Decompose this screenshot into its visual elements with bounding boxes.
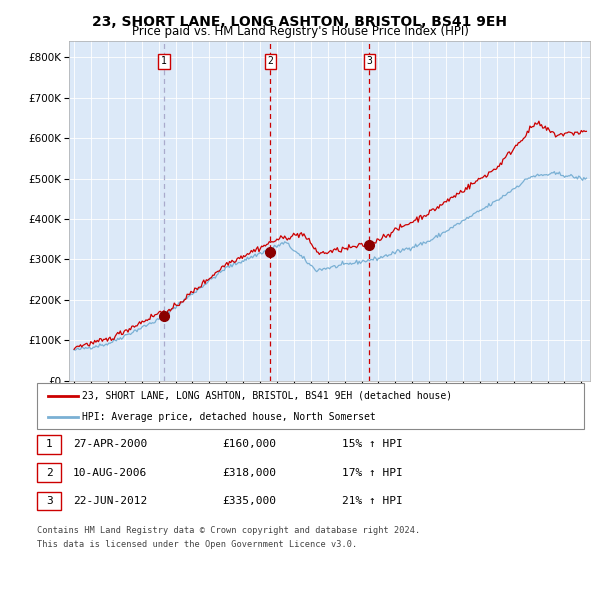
Text: £318,000: £318,000	[222, 468, 276, 478]
Text: HPI: Average price, detached house, North Somerset: HPI: Average price, detached house, Nort…	[82, 412, 376, 422]
Text: 23, SHORT LANE, LONG ASHTON, BRISTOL, BS41 9EH (detached house): 23, SHORT LANE, LONG ASHTON, BRISTOL, BS…	[82, 391, 452, 401]
Text: This data is licensed under the Open Government Licence v3.0.: This data is licensed under the Open Gov…	[37, 540, 358, 549]
Text: 17% ↑ HPI: 17% ↑ HPI	[342, 468, 403, 478]
Text: 2: 2	[268, 57, 274, 67]
Text: 21% ↑ HPI: 21% ↑ HPI	[342, 496, 403, 506]
Text: 10-AUG-2006: 10-AUG-2006	[73, 468, 148, 478]
Text: 22-JUN-2012: 22-JUN-2012	[73, 496, 148, 506]
Text: 23, SHORT LANE, LONG ASHTON, BRISTOL, BS41 9EH: 23, SHORT LANE, LONG ASHTON, BRISTOL, BS…	[92, 15, 508, 29]
Text: 2: 2	[46, 468, 53, 478]
Text: 1: 1	[46, 440, 53, 450]
Text: £160,000: £160,000	[222, 440, 276, 450]
Text: £335,000: £335,000	[222, 496, 276, 506]
Text: 3: 3	[46, 496, 53, 506]
Text: 15% ↑ HPI: 15% ↑ HPI	[342, 440, 403, 450]
Text: 27-APR-2000: 27-APR-2000	[73, 440, 148, 450]
Text: Price paid vs. HM Land Registry's House Price Index (HPI): Price paid vs. HM Land Registry's House …	[131, 25, 469, 38]
Text: 3: 3	[367, 57, 373, 67]
Text: 1: 1	[161, 57, 167, 67]
Text: Contains HM Land Registry data © Crown copyright and database right 2024.: Contains HM Land Registry data © Crown c…	[37, 526, 421, 535]
